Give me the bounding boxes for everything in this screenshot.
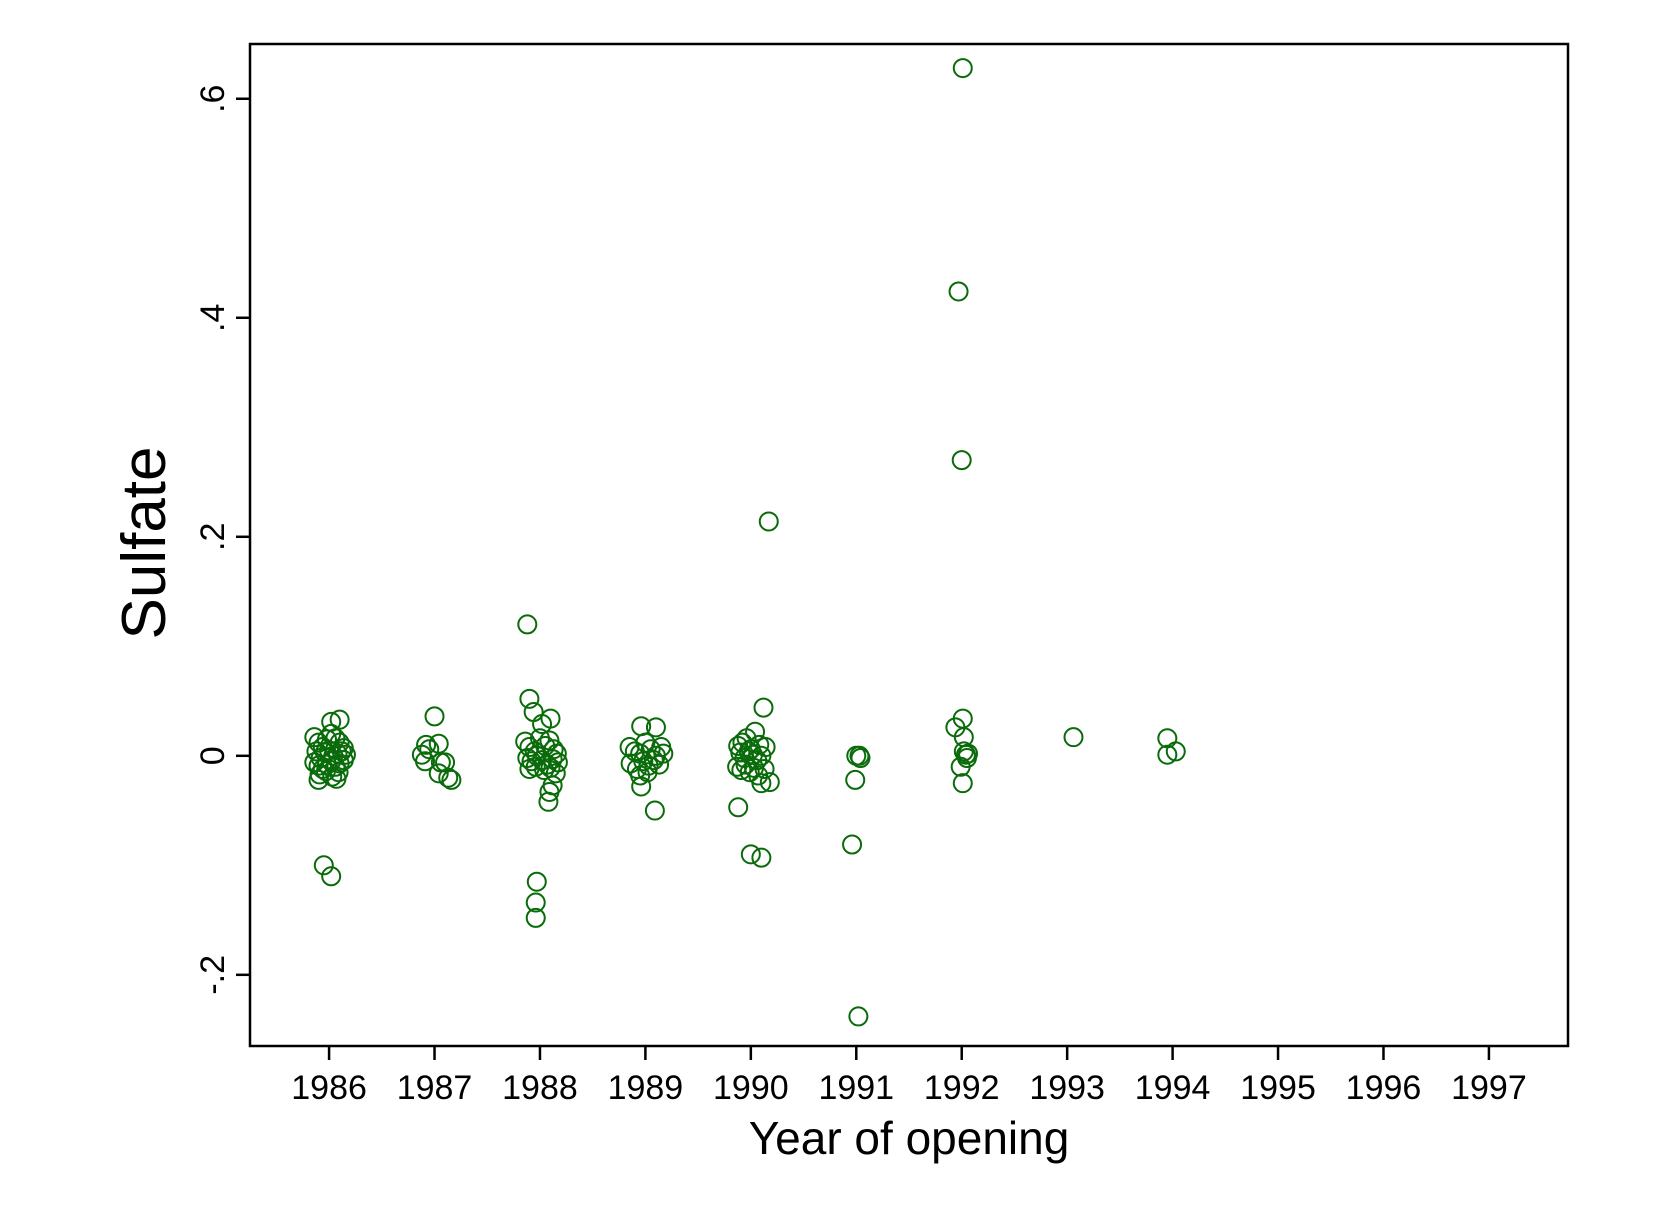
plot-frame (248, 42, 1570, 1048)
data-point (416, 734, 437, 755)
y-axis: -.2 0 .2 .4 .6 (194, 85, 250, 995)
x-axis-title: Year of opening (749, 1112, 1070, 1164)
x-tick-label: 1988 (502, 1069, 578, 1107)
x-tick-label: 1986 (291, 1069, 367, 1107)
data-point (740, 844, 761, 865)
data-point (1157, 744, 1178, 765)
data-point (1165, 741, 1186, 762)
data-point (848, 1006, 869, 1027)
x-tick-label: 1996 (1346, 1069, 1422, 1107)
data-point (333, 750, 354, 771)
x-tick-label: 1993 (1029, 1069, 1105, 1107)
data-point (540, 708, 561, 729)
data-point (517, 614, 538, 635)
data-point (758, 511, 779, 532)
data-point (849, 745, 870, 766)
x-axis: 1986 1987 1988 1989 1990 1991 1992 1993 1994 1995… (291, 1046, 1527, 1107)
data-point (759, 772, 780, 793)
x-tick-label: 1989 (608, 1069, 684, 1107)
data-point (952, 58, 973, 79)
points-layer (304, 58, 1186, 1027)
data-point (644, 800, 665, 821)
data-point (321, 711, 342, 732)
y-tick-label: .4 (194, 304, 232, 332)
data-point (640, 739, 661, 760)
data-point (643, 750, 664, 771)
x-tick-label: 1997 (1451, 1069, 1527, 1107)
data-point (322, 766, 343, 787)
data-point (728, 797, 749, 818)
data-point (952, 773, 973, 794)
data-point (633, 751, 654, 772)
y-tick-label: -.2 (194, 955, 232, 995)
y-tick-label: .2 (194, 523, 232, 551)
data-point (441, 769, 462, 790)
y-axis-title: Sulfate (110, 446, 179, 639)
data-point (326, 768, 347, 789)
data-point (842, 834, 863, 855)
data-point (539, 781, 560, 802)
data-point (545, 763, 566, 784)
data-point (428, 763, 449, 784)
x-tick-label: 1990 (713, 1069, 789, 1107)
x-tick-label: 1994 (1135, 1069, 1211, 1107)
data-point (525, 892, 546, 913)
data-point (419, 739, 440, 760)
data-point (745, 721, 766, 742)
y-tick-label: .6 (194, 85, 232, 113)
data-point (845, 769, 866, 790)
data-point (727, 756, 748, 777)
data-point (435, 752, 456, 773)
data-point (415, 751, 436, 772)
data-point (1063, 727, 1084, 748)
data-point (950, 756, 971, 777)
data-point (951, 450, 972, 471)
x-tick-label: 1992 (924, 1069, 1000, 1107)
data-point (424, 706, 445, 727)
x-tick-label: 1991 (818, 1069, 894, 1107)
data-point (753, 697, 774, 718)
data-point (538, 791, 559, 812)
data-point (631, 776, 652, 797)
data-point (754, 758, 775, 779)
data-point (948, 281, 969, 302)
data-point (526, 871, 547, 892)
x-tick-label: 1995 (1240, 1069, 1316, 1107)
data-point (645, 717, 666, 738)
data-point (751, 847, 772, 868)
data-point (438, 767, 459, 788)
x-tick-label: 1987 (397, 1069, 473, 1107)
data-point (329, 709, 350, 730)
data-point (519, 688, 540, 709)
data-point (739, 762, 760, 783)
data-point (751, 773, 772, 794)
y-tick-label: 0 (194, 746, 232, 765)
data-point (321, 751, 342, 772)
data-point (525, 756, 546, 777)
data-point (751, 745, 772, 766)
data-point (321, 866, 342, 887)
data-point (313, 855, 334, 876)
data-point (525, 907, 546, 928)
